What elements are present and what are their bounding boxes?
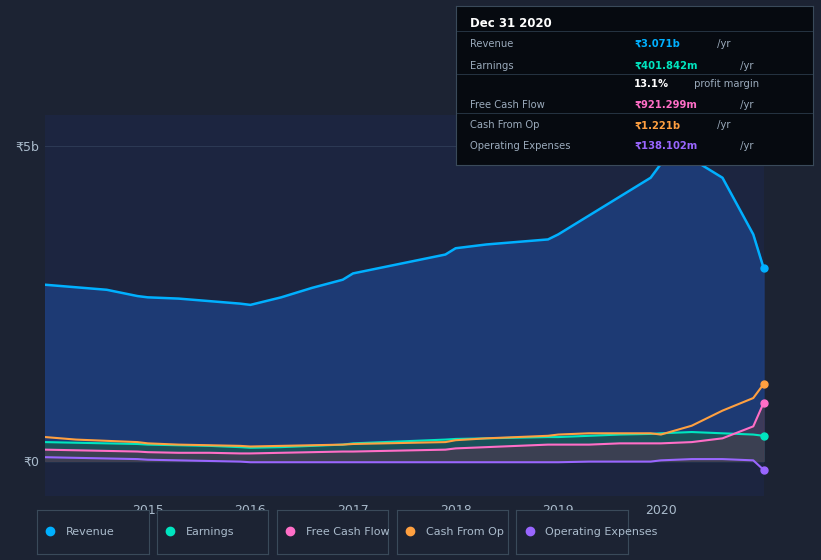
Text: ₹3.071b: ₹3.071b bbox=[635, 39, 680, 49]
Text: Dec 31 2020: Dec 31 2020 bbox=[470, 17, 552, 30]
Text: Earnings: Earnings bbox=[470, 61, 514, 71]
Text: ₹1.221b: ₹1.221b bbox=[635, 120, 681, 130]
Text: Operating Expenses: Operating Expenses bbox=[470, 141, 571, 151]
Text: /yr: /yr bbox=[737, 61, 754, 71]
Text: Operating Expenses: Operating Expenses bbox=[545, 527, 658, 537]
Text: Cash From Op: Cash From Op bbox=[470, 120, 539, 130]
Text: /yr: /yr bbox=[737, 141, 754, 151]
Text: profit margin: profit margin bbox=[691, 79, 759, 89]
Text: Revenue: Revenue bbox=[470, 39, 513, 49]
Text: ₹138.102m: ₹138.102m bbox=[635, 141, 698, 151]
Text: Free Cash Flow: Free Cash Flow bbox=[305, 527, 389, 537]
Text: Free Cash Flow: Free Cash Flow bbox=[470, 100, 544, 110]
Text: /yr: /yr bbox=[714, 120, 731, 130]
Text: Revenue: Revenue bbox=[66, 527, 115, 537]
Text: /yr: /yr bbox=[714, 39, 731, 49]
Text: /yr: /yr bbox=[737, 100, 754, 110]
Text: ₹401.842m: ₹401.842m bbox=[635, 61, 698, 71]
Text: 13.1%: 13.1% bbox=[635, 79, 669, 89]
Text: Cash From Op: Cash From Op bbox=[425, 527, 503, 537]
Text: Earnings: Earnings bbox=[186, 527, 234, 537]
Text: ₹921.299m: ₹921.299m bbox=[635, 100, 697, 110]
